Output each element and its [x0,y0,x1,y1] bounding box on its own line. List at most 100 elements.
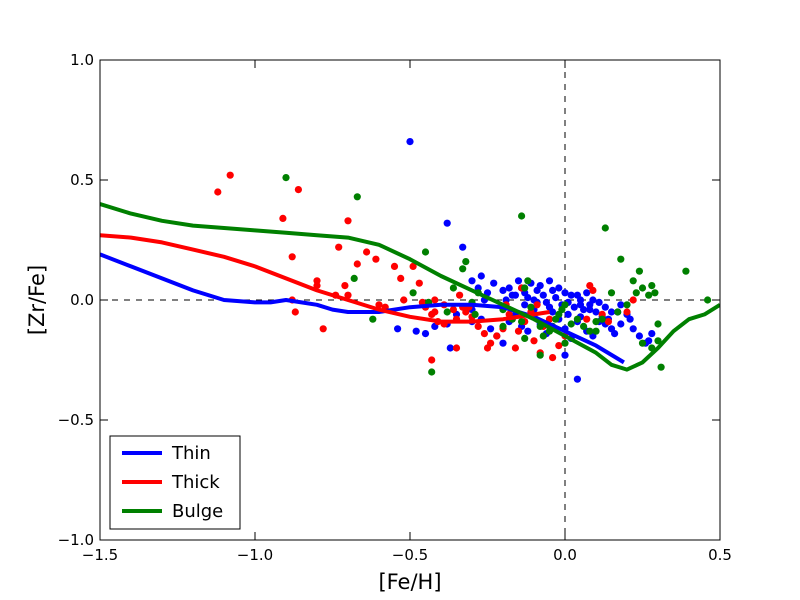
point-thick [629,296,637,304]
point-thin [549,286,557,294]
point-thin [545,277,554,285]
point-thin [552,294,560,302]
point-thick [583,315,591,323]
point-thin [499,286,507,294]
point-thick [344,291,352,299]
point-bulge [654,337,662,345]
point-thick [480,330,488,338]
x-tick-label: 0.0 [553,546,577,564]
y-tick-label: 1.0 [70,51,94,69]
point-bulge [592,318,600,326]
point-thin [601,303,609,311]
legend: Thin Thick Bulge [109,435,241,530]
point-thin [567,291,575,299]
point-bulge [350,274,358,282]
point-thick [226,171,234,179]
point-bulge [632,289,640,297]
point-bulge [573,315,582,323]
curve-bulge [100,202,720,372]
point-thin [561,289,569,297]
x-tick-label: −1.5 [82,546,118,564]
point-thin [490,279,498,287]
point-bulge [635,267,644,275]
point-thin [443,219,451,227]
point-bulge [586,327,594,335]
point-thin [545,303,554,311]
point-bulge [521,284,529,292]
point-thin [626,315,634,323]
point-thin [595,298,603,306]
point-bulge [369,315,377,323]
point-thin [539,291,547,299]
point-thick [428,356,436,364]
point-thin [607,308,616,316]
point-thick [474,322,482,330]
point-thin [394,325,402,333]
point-bulge [353,193,361,201]
point-bulge [654,320,662,328]
x-tick-label: −0.5 [392,546,428,564]
point-thick [452,344,461,352]
point-thick [363,248,371,256]
point-bulge [592,327,600,335]
point-thin [573,375,582,383]
reference-lines [100,60,720,540]
point-thin [583,289,591,297]
point-thick [431,308,439,316]
point-thin [477,272,485,280]
point-thick [372,255,380,263]
point-bulge [648,282,656,290]
point-thick [409,262,417,270]
point-thin [645,337,653,345]
point-bulge [580,322,588,330]
legend-label-thick: Thick [171,472,220,493]
point-thin [446,344,454,352]
y-tick-label: −1.0 [58,531,94,549]
point-thick [390,262,399,270]
point-thin [576,301,585,309]
point-thick [294,186,302,194]
point-bulge [282,174,290,182]
legend-label-bulge: Bulge [172,501,223,522]
point-thick [449,306,457,314]
point-thick [623,308,631,316]
point-thick [493,332,501,340]
point-thick [589,286,597,294]
y-tick-label: 0.5 [70,171,94,189]
point-bulge [561,339,569,347]
point-thick [533,301,541,309]
point-thick [375,301,383,309]
point-bulge [614,308,622,316]
point-thin [505,284,513,292]
point-thick [549,354,557,362]
point-thin [514,277,523,285]
point-thick [530,337,538,345]
point-bulge [598,315,606,323]
point-thin [564,310,572,318]
point-thin [521,301,529,309]
point-thin [555,284,563,292]
x-tick-label: 0.5 [708,546,732,564]
point-thick [604,318,613,326]
point-thick [353,260,361,268]
point-bulge [521,334,529,342]
point-bulge [518,212,526,220]
point-bulge [459,265,467,273]
point-bulge [638,284,647,292]
point-bulge [536,351,544,359]
point-bulge [527,303,535,311]
point-thin [459,243,467,251]
point-thin [586,306,594,314]
y-tick-label: 0.0 [70,291,94,309]
point-thin [499,339,507,347]
point-bulge [518,318,526,326]
point-bulge [629,277,637,285]
point-bulge [471,310,479,318]
point-bulge [409,289,417,297]
point-bulge [657,363,665,371]
point-thick [483,344,492,352]
point-bulge [499,322,507,330]
point-bulge [421,248,430,256]
point-thick [288,253,296,261]
